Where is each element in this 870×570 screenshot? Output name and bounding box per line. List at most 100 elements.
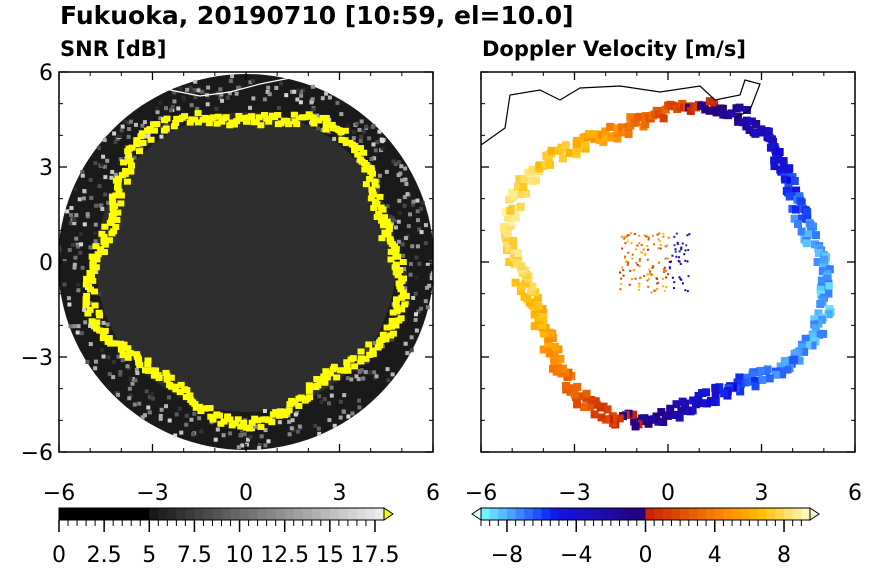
snr-high-cell [162,125,170,132]
snr-high-cell [243,118,250,125]
doppler-center-cell [667,236,670,239]
snr-high-cell [133,351,141,358]
snr-high-cell [382,336,390,343]
snr-echo-cell [279,81,284,86]
snr-echo-cell [100,207,105,212]
snr-echo-cell [74,213,79,218]
snr-echo-cell [299,89,304,94]
snr-echo-cell [400,242,405,247]
doppler-center-cell [619,288,622,291]
snr-high-cell [281,412,289,419]
doppler-echo-cell [591,397,600,406]
doppler-colorbar-swatch [766,508,776,520]
snr-high-cell [121,170,129,177]
doppler-colorbar-swatch [775,508,785,520]
doppler-echo-cell [736,387,745,396]
snr-echo-cell [417,261,422,266]
snr-echo-cell [168,108,173,113]
snr-echo-cell [158,100,163,105]
snr-echo-cell [76,244,81,249]
snr-echo-cell [125,364,130,369]
snr-high-cell [305,387,313,394]
doppler-echo-cell [752,119,761,128]
snr-echo-cell [242,432,247,437]
doppler-echo-cell [618,123,627,132]
doppler-center-cell [636,244,639,247]
doppler-center-cell [639,276,642,279]
doppler-echo-cell [585,130,594,139]
doppler-colorbar-swatch [541,508,551,520]
doppler-colorbar-swatch [801,508,811,520]
snr-echo-cell [245,442,250,447]
snr-colorbar-swatch [59,508,69,520]
snr-echo-cell [113,172,118,177]
doppler-echo-cell [638,414,647,423]
doppler-center-cell [673,281,676,284]
snr-echo-cell [363,370,368,375]
snr-echo-cell [251,96,256,101]
snr-echo-cell [375,140,380,145]
doppler-center-cell [666,273,669,276]
snr-echo-cell [345,376,350,381]
doppler-echo-cell [520,293,529,302]
snr-echo-cell [94,203,99,208]
doppler-colorbar-swatch [498,508,508,520]
doppler-echo-cell [677,407,686,416]
snr-high-cell [124,354,132,361]
snr-echo-cell [370,125,375,130]
snr-echo-cell [311,107,316,112]
snr-echo-cell [174,412,179,417]
doppler-colorbar-swatch [740,508,750,520]
doppler-center-cell [662,268,665,271]
snr-high-cell [99,335,107,342]
snr-high-cell [217,420,225,427]
snr-echo-cell [415,198,420,203]
doppler-echo-cell [573,382,582,391]
doppler-center-cell [627,261,630,264]
doppler-center-cell [672,287,675,290]
snr-high-cell [237,423,245,430]
snr-echo-cell [80,265,85,270]
doppler-echo-cell [765,374,774,383]
doppler-center-cell [622,274,625,277]
snr-high-cell [100,249,108,256]
doppler-center-cell [688,233,691,236]
x-tick-label: 0 [239,481,253,506]
snr-high-cell [398,294,406,301]
snr-echo-cell [411,202,416,207]
doppler-echo-cell [711,390,720,399]
snr-high-cell [218,118,226,125]
snr-echo-cell [132,155,137,160]
snr-high-cell [340,367,348,374]
snr-high-cell [341,127,349,134]
doppler-echo-cell [590,410,599,419]
snr-echo-cell [109,175,114,180]
doppler-echo-cell [528,165,537,174]
snr-high-cell [97,246,105,253]
snr-echo-cell [423,223,428,228]
snr-high-cell [394,253,402,260]
snr-high-cell [290,111,298,118]
snr-high-cell [378,235,386,242]
snr-echo-cell [301,88,306,93]
snr-echo-cell [327,401,332,406]
doppler-center-cell [649,270,652,273]
snr-high-cell [326,370,334,377]
snr-echo-cell [320,96,325,101]
doppler-echo-cell [615,414,624,423]
snr-echo-cell [200,89,205,94]
snr-echo-cell [189,417,194,422]
snr-echo-cell [178,86,183,91]
doppler-center-cell [664,245,667,248]
snr-high-cell [82,302,90,309]
doppler-colorbar-swatch [506,508,517,520]
doppler-echo-cell [795,356,804,365]
doppler-colorbar-swatch [688,508,698,520]
doppler-center-cell [679,263,682,266]
doppler-center-cell [638,265,641,268]
snr-high-cell [147,136,155,143]
y-tick-label: −6 [21,441,53,466]
doppler-echo-cell [811,337,820,346]
doppler-colorbar-swatch [792,508,802,520]
doppler-echo-cell [762,367,771,376]
